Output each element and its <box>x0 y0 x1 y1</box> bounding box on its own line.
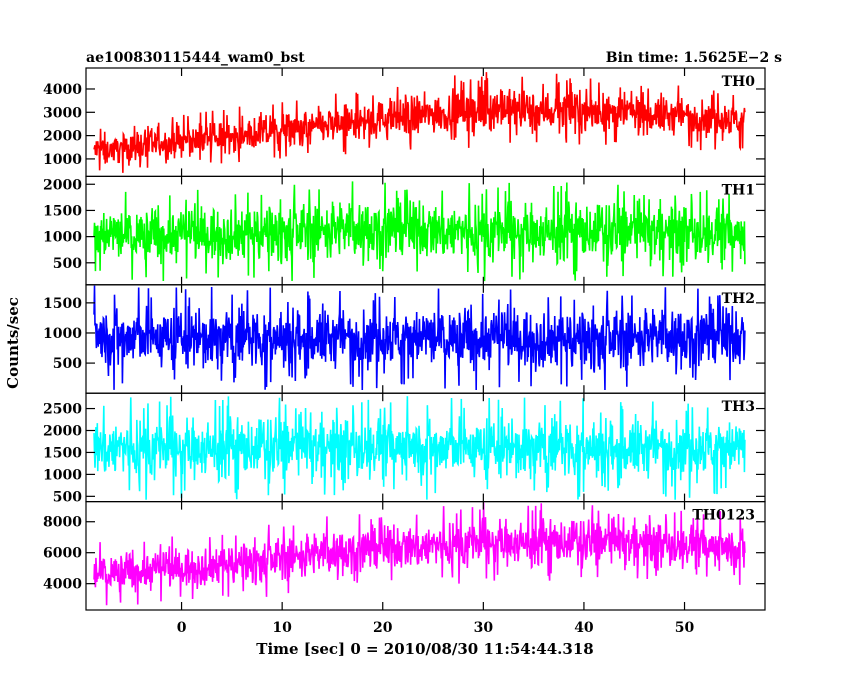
panel-label-th0123: TH0123 <box>692 508 755 524</box>
y-tick-label: 2500 <box>43 402 82 418</box>
x-tick-label: 10 <box>272 620 292 636</box>
series-th1-line <box>93 181 746 282</box>
panel-label-th2: TH2 <box>722 291 755 307</box>
y-tick-label: 1000 <box>43 230 82 246</box>
y-tick-label: 2000 <box>43 424 82 440</box>
y-tick-label: 1000 <box>43 326 82 342</box>
panel-frame <box>85 501 766 611</box>
y-tick-label: 500 <box>53 256 82 272</box>
panel-th2: 500 1000 1500 TH2 <box>43 284 766 394</box>
y-tick-label: 500 <box>53 356 82 372</box>
y-tick-label: 8000 <box>43 515 82 531</box>
bin-time-label: Bin time: 1.5625E−2 s <box>606 50 782 66</box>
y-tick-label: 1500 <box>43 296 82 312</box>
panel-th0123: 4000 6000 8000 TH0123 <box>43 501 766 611</box>
y-tick-label: 2000 <box>43 129 82 145</box>
panel-label-th1: TH1 <box>722 182 755 198</box>
y-tick-label: 1500 <box>43 203 82 219</box>
panel-th3: 500 1000 1500 2000 2500 TH3 <box>43 392 766 505</box>
y-tick-label: 1500 <box>43 445 82 461</box>
y-tick-label: 1000 <box>43 467 82 483</box>
x-axis: 0 10 20 30 40 50 <box>177 620 695 636</box>
x-tick-label: 20 <box>373 620 393 636</box>
x-tick-label: 50 <box>675 620 695 636</box>
panel-label-th0: TH0 <box>722 74 756 90</box>
x-tick-label: 30 <box>474 620 494 636</box>
y-tick-label: 2000 <box>43 177 82 193</box>
y-tick-label: 1000 <box>43 152 82 168</box>
series-th2-line <box>93 285 746 391</box>
panel-label-th3: TH3 <box>722 399 755 415</box>
y-axis-label: Counts/sec <box>4 297 22 389</box>
series-th0-line <box>93 72 746 173</box>
panel-th1: 500 1000 1500 2000 TH1 <box>43 175 766 286</box>
series-th0123-line <box>93 502 746 606</box>
x-tick-label: 40 <box>574 620 594 636</box>
chart-title: ae100830115444_wam0_bst <box>86 50 305 66</box>
y-tick-label: 3000 <box>43 105 82 121</box>
y-tick-label: 6000 <box>43 546 82 562</box>
panel-th0: 1000 2000 3000 4000 TH0 <box>43 67 766 178</box>
x-tick-label: 0 <box>177 620 187 636</box>
y-tick-label: 4000 <box>43 577 82 593</box>
y-tick-label: 500 <box>53 489 82 505</box>
y-tick-label: 4000 <box>43 82 82 98</box>
series-th3-line <box>93 396 746 500</box>
x-axis-label: Time [sec] 0 = 2010/08/30 11:54:44.318 <box>256 640 593 658</box>
